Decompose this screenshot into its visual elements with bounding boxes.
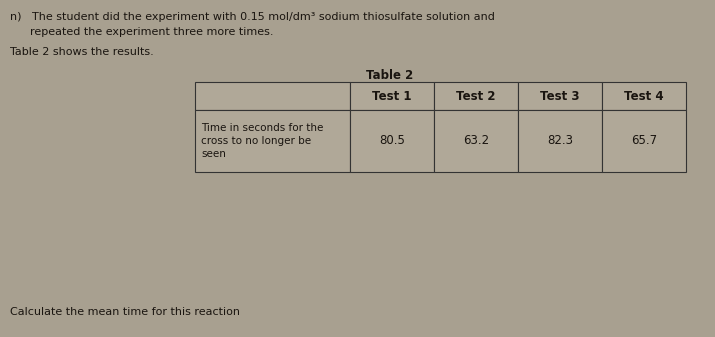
- Text: Table 2 shows the results.: Table 2 shows the results.: [10, 47, 154, 57]
- Text: Table 2: Table 2: [366, 69, 413, 82]
- Text: Calculate the mean time for this reaction: Calculate the mean time for this reactio…: [10, 307, 240, 317]
- Bar: [518, 82, 602, 110]
- Text: Time in seconds for the: Time in seconds for the: [201, 123, 323, 133]
- Bar: [434, 110, 518, 172]
- Text: Test 1: Test 1: [373, 90, 412, 102]
- Text: 63.2: 63.2: [463, 134, 489, 148]
- Text: Test 2: Test 2: [456, 90, 495, 102]
- Text: n)   The student did the experiment with 0.15 mol/dm³ sodium thiosulfate solutio: n) The student did the experiment with 0…: [10, 12, 495, 22]
- Text: Test 3: Test 3: [541, 90, 580, 102]
- Bar: [195, 110, 350, 172]
- Text: 65.7: 65.7: [631, 134, 657, 148]
- Bar: [518, 110, 602, 172]
- Text: cross to no longer be: cross to no longer be: [201, 136, 311, 146]
- Text: repeated the experiment three more times.: repeated the experiment three more times…: [30, 27, 274, 37]
- Bar: [195, 82, 350, 110]
- Text: seen: seen: [201, 149, 226, 159]
- Text: Test 4: Test 4: [624, 90, 664, 102]
- Text: 82.3: 82.3: [547, 134, 573, 148]
- Bar: [434, 82, 518, 110]
- Bar: [602, 110, 686, 172]
- Bar: [602, 82, 686, 110]
- Bar: [350, 82, 434, 110]
- Text: 80.5: 80.5: [379, 134, 405, 148]
- Bar: [350, 110, 434, 172]
